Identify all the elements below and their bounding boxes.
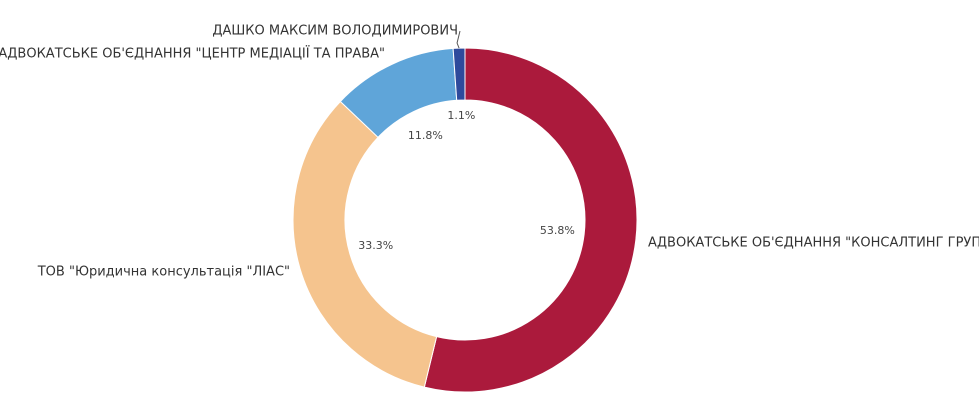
value-label: 33.3% bbox=[358, 239, 393, 252]
category-label: АДВОКАТСЬКЕ ОБ'ЄДНАННЯ "ЦЕНТР МЕДІАЦІЇ Т… bbox=[0, 46, 385, 62]
value-label: 53.8% bbox=[540, 224, 575, 237]
donut-slice bbox=[423, 47, 638, 393]
category-label: ТОВ "Юридична консультація "ЛІАС" bbox=[37, 265, 290, 280]
donut-slice bbox=[452, 47, 466, 101]
category-label: ДАШКО МАКСИМ ВОЛОДИМИРОВИЧ bbox=[212, 24, 458, 39]
leader-line bbox=[456, 30, 461, 49]
value-label: 11.8% bbox=[408, 129, 443, 142]
donut-slice bbox=[292, 100, 438, 388]
category-label: АДВОКАТСЬКЕ ОБ'ЄДНАННЯ "КОНСАЛТИНГ ГРУП bbox=[648, 236, 979, 251]
value-label: 1.1% bbox=[447, 109, 475, 122]
